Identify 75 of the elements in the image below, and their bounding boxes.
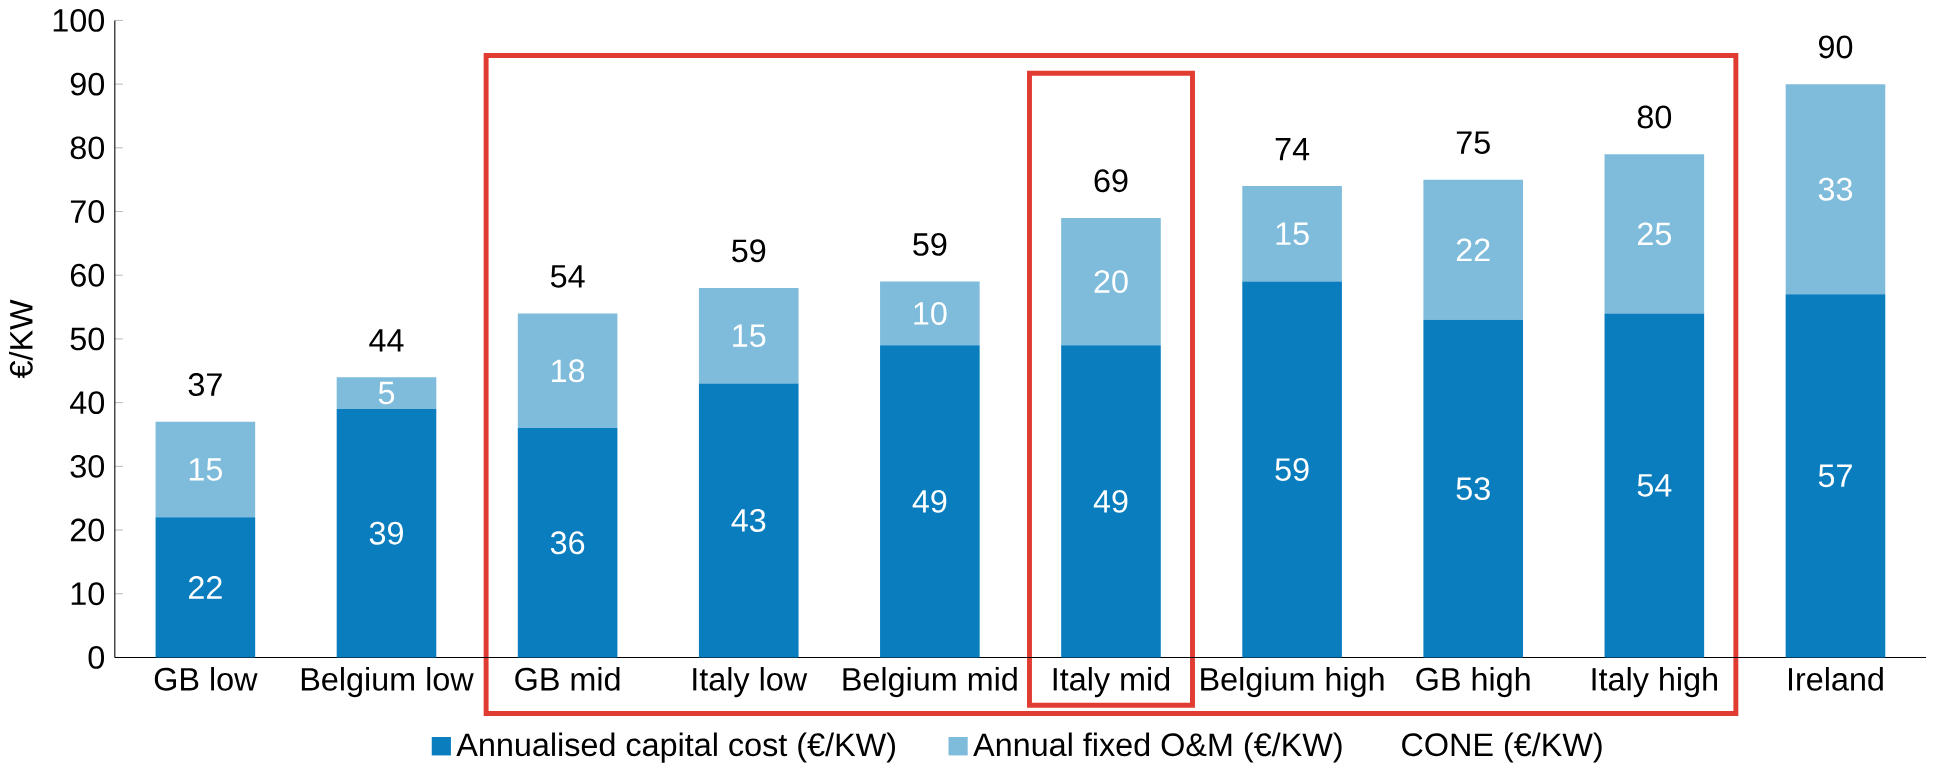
y-tick-label: 30 xyxy=(70,455,105,478)
data-label: 25 xyxy=(1637,222,1671,246)
y-tick-label: 50 xyxy=(70,327,105,351)
y-tick-label: 80 xyxy=(70,136,105,160)
bar xyxy=(698,288,799,384)
data-label: 49 xyxy=(1093,490,1128,513)
bar xyxy=(155,421,256,518)
bar xyxy=(1423,179,1524,320)
bar xyxy=(1785,294,1886,658)
data-label: 53 xyxy=(1456,477,1490,501)
data-label: 15 xyxy=(733,324,766,348)
x-tick-label: GB low xyxy=(154,667,258,691)
bar xyxy=(336,377,437,410)
y-tick-label: 40 xyxy=(70,391,105,415)
bar xyxy=(880,345,980,658)
x-tick-label: Italy mid xyxy=(1053,667,1170,698)
total-label: 69 xyxy=(1094,169,1128,193)
data-label: 10 xyxy=(914,302,947,326)
total-label: 54 xyxy=(550,265,585,288)
y-tick-label: 20 xyxy=(70,518,105,542)
bar xyxy=(155,517,256,658)
bar xyxy=(1604,313,1705,658)
data-label: 33 xyxy=(1818,177,1853,201)
x-tick-label: Belgium high xyxy=(1201,667,1384,698)
data-label: 39 xyxy=(369,521,403,545)
total-label: 59 xyxy=(913,233,947,256)
data-label: 49 xyxy=(912,490,947,513)
x-tick-label: Belgium low xyxy=(301,667,474,698)
y-tick-label: 90 xyxy=(70,72,105,96)
total-label: 80 xyxy=(1637,105,1672,129)
data-label: 57 xyxy=(1818,464,1852,488)
total-label: 75 xyxy=(1456,131,1490,155)
data-label: 20 xyxy=(1094,270,1128,294)
x-tick-label: Belgium mid xyxy=(843,667,1017,698)
data-label: 43 xyxy=(731,509,766,533)
bar xyxy=(1423,319,1524,658)
bar xyxy=(1242,186,1342,282)
bar xyxy=(336,409,437,658)
bar xyxy=(1785,84,1886,295)
bar xyxy=(880,281,980,346)
total-label: 59 xyxy=(732,239,766,263)
bar xyxy=(1061,345,1161,658)
x-tick-label: Italy high xyxy=(1592,667,1717,698)
y-tick-label: 10 xyxy=(71,582,105,606)
total-label: 44 xyxy=(369,329,404,352)
legend-label: Annualised capital cost (€/KW) xyxy=(456,732,895,763)
bar xyxy=(1061,218,1161,346)
x-tick-label: GB high xyxy=(1416,667,1530,698)
x-tick-label: GB mid xyxy=(515,667,620,691)
data-label: 59 xyxy=(1275,458,1309,482)
data-label: 15 xyxy=(1276,222,1309,246)
bar xyxy=(1604,154,1705,314)
data-label: 22 xyxy=(188,576,222,599)
bar xyxy=(1242,281,1342,658)
data-label: 15 xyxy=(189,458,222,481)
x-tick-label: Ireland xyxy=(1788,667,1883,691)
y-axis-title: €/KW xyxy=(9,299,33,379)
total-label: 37 xyxy=(188,373,222,397)
y-tick-label: 70 xyxy=(70,200,105,224)
total-label: 90 xyxy=(1818,35,1853,59)
data-label: 5 xyxy=(378,381,395,405)
data-label: 54 xyxy=(1637,474,1672,497)
data-label: 36 xyxy=(550,531,585,555)
total-label: 74 xyxy=(1275,138,1310,161)
y-tick-label: 100 xyxy=(53,9,105,32)
data-label: 22 xyxy=(1456,238,1490,262)
y-tick-label: 0 xyxy=(88,646,105,669)
x-tick-label: Italy low xyxy=(693,667,808,698)
legend-label: Annual fixed O&M (€/KW) xyxy=(973,732,1342,763)
data-label: 18 xyxy=(552,359,585,383)
y-tick-label: 60 xyxy=(70,263,105,287)
bar xyxy=(698,383,799,658)
bar xyxy=(517,428,618,658)
text: CONE (€/KW) xyxy=(1402,732,1602,763)
bar xyxy=(517,313,618,429)
